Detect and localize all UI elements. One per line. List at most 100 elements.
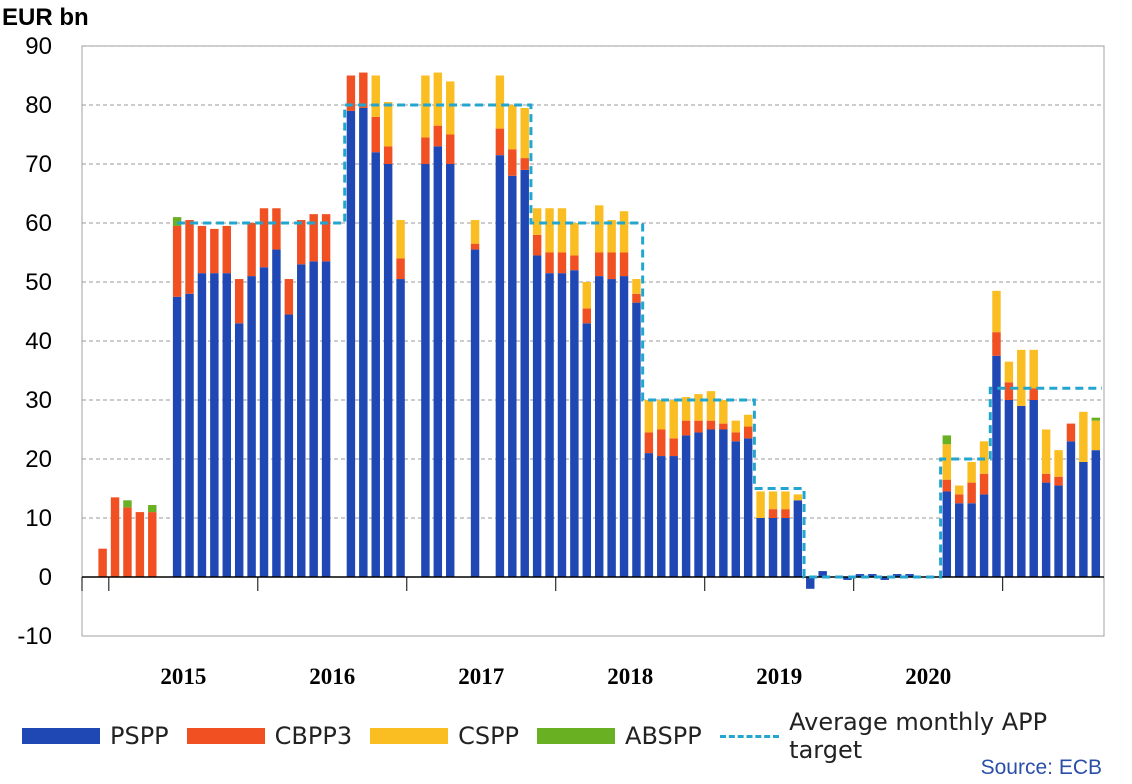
year-label: 2017 <box>458 664 504 689</box>
bar-segment-cbpp3 <box>396 258 405 280</box>
bar-segment-cbpp3 <box>1041 473 1051 483</box>
bar-segment-cbpp3 <box>706 420 716 430</box>
bar-segment-cspp <box>470 220 480 244</box>
legend-item-cspp: CSPP <box>370 722 519 750</box>
bar-segment-cspp <box>1091 420 1101 451</box>
bar-segment-cspp <box>446 81 455 135</box>
bar-segment-pspp <box>383 164 393 577</box>
bar-segment-cbpp3 <box>557 252 567 274</box>
bar-segment-pspp <box>421 164 430 577</box>
bar-segment-pspp <box>371 152 380 577</box>
y-tick-label: -10 <box>17 623 52 650</box>
target-line <box>177 103 1102 579</box>
bar-segment-cspp <box>1017 349 1026 406</box>
bar-segment-cbpp3 <box>172 225 182 297</box>
bar-segment-pspp <box>284 314 294 577</box>
bar-segment-cspp <box>545 208 554 253</box>
bar-segment-pspp <box>520 169 529 577</box>
bar-segment-cbpp3 <box>1029 388 1038 400</box>
bar-segment-cbpp3 <box>681 420 691 436</box>
bar-segment-pspp <box>669 456 678 577</box>
bar-segment-pspp <box>694 432 703 577</box>
bar-segment-cspp <box>731 420 740 433</box>
bar-segment-cspp <box>781 491 790 510</box>
bar-segment-cspp <box>669 400 678 439</box>
bar-segment-cbpp3 <box>607 252 616 280</box>
y-tick-label: 60 <box>25 210 52 237</box>
bar-segment-cspp <box>570 223 579 256</box>
bar-segment-pspp <box>234 323 244 577</box>
bar-segment-abspp <box>148 505 157 513</box>
y-tick-label: 20 <box>25 446 52 473</box>
bar-segment-pspp <box>942 491 952 577</box>
bars <box>98 72 1101 589</box>
legend-swatch-cspp <box>370 728 449 744</box>
bar-segment-cbpp3 <box>197 225 207 274</box>
y-tick-label: 80 <box>25 92 52 119</box>
bar-segment-pspp <box>594 276 604 577</box>
bar-segment-pspp <box>818 571 827 577</box>
bar-segment-cspp <box>694 394 703 421</box>
bar-segment-cspp <box>681 397 691 421</box>
year-label: 2019 <box>756 664 802 689</box>
bar-segment-pspp <box>719 429 728 577</box>
bar-segment-cbpp3 <box>383 146 393 164</box>
bar-segment-cbpp3 <box>619 252 629 277</box>
bar-segment-cspp <box>619 211 629 253</box>
bar-segment-pspp <box>843 577 852 580</box>
bar-segment-pspp <box>222 273 231 577</box>
bar-segment-pspp <box>868 574 877 577</box>
bar-segment-pspp <box>508 175 517 578</box>
bar-segment-pspp <box>259 267 269 577</box>
bar-segment-pspp <box>309 261 318 577</box>
bar-segment-cbpp3 <box>470 243 480 250</box>
bar-segment-pspp <box>346 110 356 578</box>
bar-segment-cspp <box>1029 349 1038 389</box>
bar-segment-cspp <box>657 400 666 430</box>
legend-swatch-cbpp3 <box>186 728 265 744</box>
bar-segment-pspp <box>657 456 666 577</box>
bar-segment-abspp <box>123 500 132 508</box>
bar-segment-cbpp3 <box>346 75 356 111</box>
bar-segment-cspp <box>433 72 443 126</box>
year-label: 2015 <box>160 664 206 689</box>
bar-segment-cbpp3 <box>495 128 505 156</box>
bar-segment-cbpp3 <box>433 125 443 147</box>
year-label: 2016 <box>309 664 355 689</box>
bar-segment-cspp <box>992 290 1001 333</box>
bar-segment-cbpp3 <box>570 255 579 271</box>
bar-segment-cbpp3 <box>123 507 132 577</box>
bar-segment-cbpp3 <box>719 423 728 430</box>
bar-segment-cbpp3 <box>359 72 368 108</box>
bar-segment-pspp <box>495 155 505 577</box>
bar-segment-cspp <box>942 444 952 480</box>
bar-segment-pspp <box>582 323 592 577</box>
bar-segment-pspp <box>955 503 964 577</box>
bar-segment-cbpp3 <box>582 308 592 324</box>
bar-segment-pspp <box>1017 405 1026 577</box>
bar-segment-cbpp3 <box>185 220 194 294</box>
bar-segment-cspp <box>532 208 542 235</box>
bar-segment-cbpp3 <box>768 509 778 518</box>
bar-segment-pspp <box>1004 400 1014 577</box>
bar-segment-cbpp3 <box>942 479 952 492</box>
bar-segment-pspp <box>446 164 455 577</box>
legend-label-cbpp3: CBPP3 <box>274 722 353 750</box>
legend-label-abspp: ABSPP <box>625 722 702 750</box>
bar-segment-cbpp3 <box>321 214 331 262</box>
bar-segment-cbpp3 <box>247 223 256 277</box>
bar-segment-pspp <box>992 355 1001 577</box>
bar-segment-cbpp3 <box>743 426 753 439</box>
y-axis-unit-label: EUR bn <box>2 4 89 31</box>
bar-segment-cbpp3 <box>955 494 964 504</box>
bar-segment-cspp <box>756 491 765 518</box>
bar-segment-pspp <box>321 261 331 577</box>
bar-segment-pspp <box>793 500 803 577</box>
bar-segment-pspp <box>756 518 765 577</box>
bar-segment-cbpp3 <box>731 432 740 442</box>
bar-segment-cspp <box>1054 450 1063 477</box>
bar-segment-pspp <box>768 518 778 577</box>
bar-segment-cbpp3 <box>446 134 455 164</box>
legend-item-target: Average monthly APP target <box>719 708 1114 764</box>
bar-segment-pspp <box>905 574 914 577</box>
